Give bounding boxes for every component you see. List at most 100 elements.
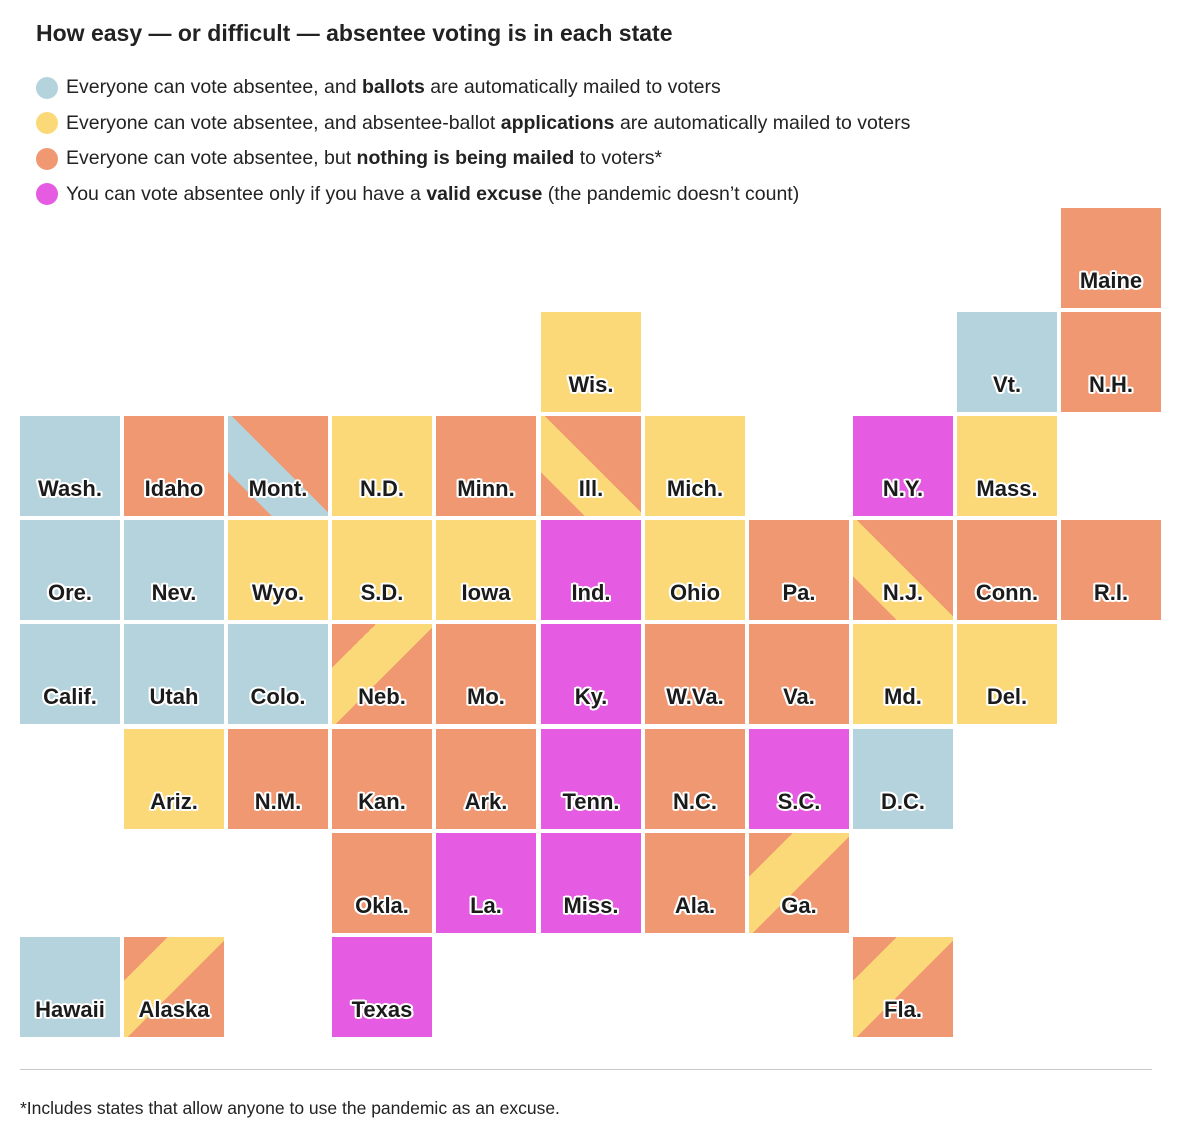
legend-text-pre: Everyone can vote absentee, and absentee… — [66, 111, 496, 134]
state-label: N.C. — [673, 789, 717, 814]
state-tile-iowa: Iowa — [436, 520, 536, 620]
state-label: Tenn. — [562, 789, 620, 814]
state-tile-n-y: N.Y. — [853, 416, 953, 516]
state-label: N.D. — [360, 476, 404, 501]
state-tile-n-d: N.D. — [332, 416, 432, 516]
state-label: Mich. — [666, 476, 724, 501]
state-tile-ore: Ore. — [20, 520, 120, 620]
state-label: Ala. — [674, 893, 716, 918]
state-tile-s-c: S.C. — [749, 729, 849, 829]
state-label: Mo. — [467, 684, 505, 709]
state-tile-r-i: R.I. — [1061, 520, 1161, 620]
state-tile-ky: Ky. — [541, 624, 641, 724]
state-tile-alaska: Alaska — [124, 937, 224, 1037]
state-label: N.J. — [882, 580, 924, 605]
state-label: Conn. — [975, 580, 1039, 605]
state-label: Va. — [783, 684, 815, 709]
state-label: Wis. — [568, 372, 614, 397]
state-label: N.M. — [254, 789, 302, 814]
state-tile-ala: Ala. — [645, 833, 745, 933]
state-tile-va: Va. — [749, 624, 849, 724]
state-label: Colo. — [250, 684, 306, 709]
state-label: Fla. — [884, 997, 922, 1022]
state-label: Ind. — [571, 580, 611, 605]
state-label: Utah — [149, 684, 199, 709]
state-label: S.C. — [777, 789, 821, 814]
state-label: Hawaii — [35, 997, 105, 1022]
state-tile-w-va: W.Va. — [645, 624, 745, 724]
state-tile-idaho: Idaho — [124, 416, 224, 516]
state-tile-nev: Nev. — [124, 520, 224, 620]
legend-item-ballots: Everyone can vote absentee, and ballots … — [36, 70, 910, 106]
state-label: Ohio — [669, 580, 721, 605]
legend-text-bold: ballots — [361, 76, 425, 99]
state-tile-minn: Minn. — [436, 416, 536, 516]
state-label: Neb. — [358, 684, 406, 709]
state-tile-maine: Maine — [1061, 208, 1161, 308]
state-label: Mont. — [248, 476, 308, 501]
state-tile-n-j: N.J. — [853, 520, 953, 620]
legend-text-pre: Everyone can vote absentee, and — [66, 76, 357, 99]
divider — [20, 1069, 1152, 1070]
state-label: Ky. — [574, 684, 608, 709]
state-label: S.D. — [360, 580, 404, 605]
state-tile-miss: Miss. — [541, 833, 641, 933]
state-tile-wash: Wash. — [20, 416, 120, 516]
legend-swatch-ballots — [36, 76, 58, 99]
legend-text-post: (the pandemic doesn’t count) — [547, 182, 800, 205]
legend-swatch-excuse — [36, 183, 58, 206]
state-tile-mass: Mass. — [957, 416, 1057, 516]
legend-text-pre: You can vote absentee only if you have a — [66, 182, 421, 205]
state-tile-ill: Ill. — [541, 416, 641, 516]
state-label: Wyo. — [251, 580, 305, 605]
state-tile-conn: Conn. — [957, 520, 1057, 620]
state-tile-ark: Ark. — [436, 729, 536, 829]
state-tile-mo: Mo. — [436, 624, 536, 724]
state-tile-utah: Utah — [124, 624, 224, 724]
state-label: Ark. — [464, 789, 508, 814]
state-label: Calif. — [43, 684, 97, 709]
state-label: Vt. — [992, 372, 1022, 397]
legend-text-post: to voters* — [579, 147, 663, 170]
legend-text-bold: applications — [500, 111, 615, 134]
legend-text-post: are automatically mailed to voters — [619, 111, 911, 134]
state-label: N.Y. — [882, 476, 924, 501]
state-tile-fla: Fla. — [853, 937, 953, 1037]
state-label: Idaho — [144, 476, 204, 501]
state-label: Maine — [1079, 268, 1143, 293]
legend-text-bold: nothing is being mailed — [356, 147, 575, 170]
state-tile-vt: Vt. — [957, 312, 1057, 412]
state-label: Okla. — [355, 893, 409, 918]
state-tile-s-d: S.D. — [332, 520, 432, 620]
state-tile-tenn: Tenn. — [541, 729, 641, 829]
state-tile-hawaii: Hawaii — [20, 937, 120, 1037]
state-label: W.Va. — [666, 684, 724, 709]
legend-item-applications: Everyone can vote absentee, and absentee… — [36, 106, 910, 142]
footnote: *Includes states that allow anyone to us… — [20, 1098, 560, 1118]
state-tile-okla: Okla. — [332, 833, 432, 933]
state-tile-md: Md. — [853, 624, 953, 724]
state-label: R.I. — [1093, 580, 1129, 605]
state-label: Wash. — [38, 476, 102, 501]
state-label: Nev. — [151, 580, 197, 605]
state-tile-kan: Kan. — [332, 729, 432, 829]
legend-text-bold: valid excuse — [426, 182, 543, 205]
state-label: Ill. — [578, 476, 604, 501]
state-label: Iowa — [461, 580, 511, 605]
state-tile-texas: Texas — [332, 937, 432, 1037]
state-tile-mich: Mich. — [645, 416, 745, 516]
state-label: Ariz. — [150, 789, 198, 814]
legend-item-excuse: You can vote absentee only if you have a… — [36, 177, 910, 213]
legend-text-pre: Everyone can vote absentee, but — [66, 147, 352, 170]
state-tile-ariz: Ariz. — [124, 729, 224, 829]
state-label: Miss. — [563, 893, 619, 918]
state-label: N.H. — [1089, 372, 1133, 397]
state-label: Ore. — [47, 580, 93, 605]
state-tile-n-h: N.H. — [1061, 312, 1161, 412]
legend-item-nothing: Everyone can vote absentee, but nothing … — [36, 141, 910, 177]
state-tile-ohio: Ohio — [645, 520, 745, 620]
state-label: Alaska — [138, 997, 210, 1022]
state-tile-d-c: D.C. — [853, 729, 953, 829]
state-label: Mass. — [976, 476, 1038, 501]
